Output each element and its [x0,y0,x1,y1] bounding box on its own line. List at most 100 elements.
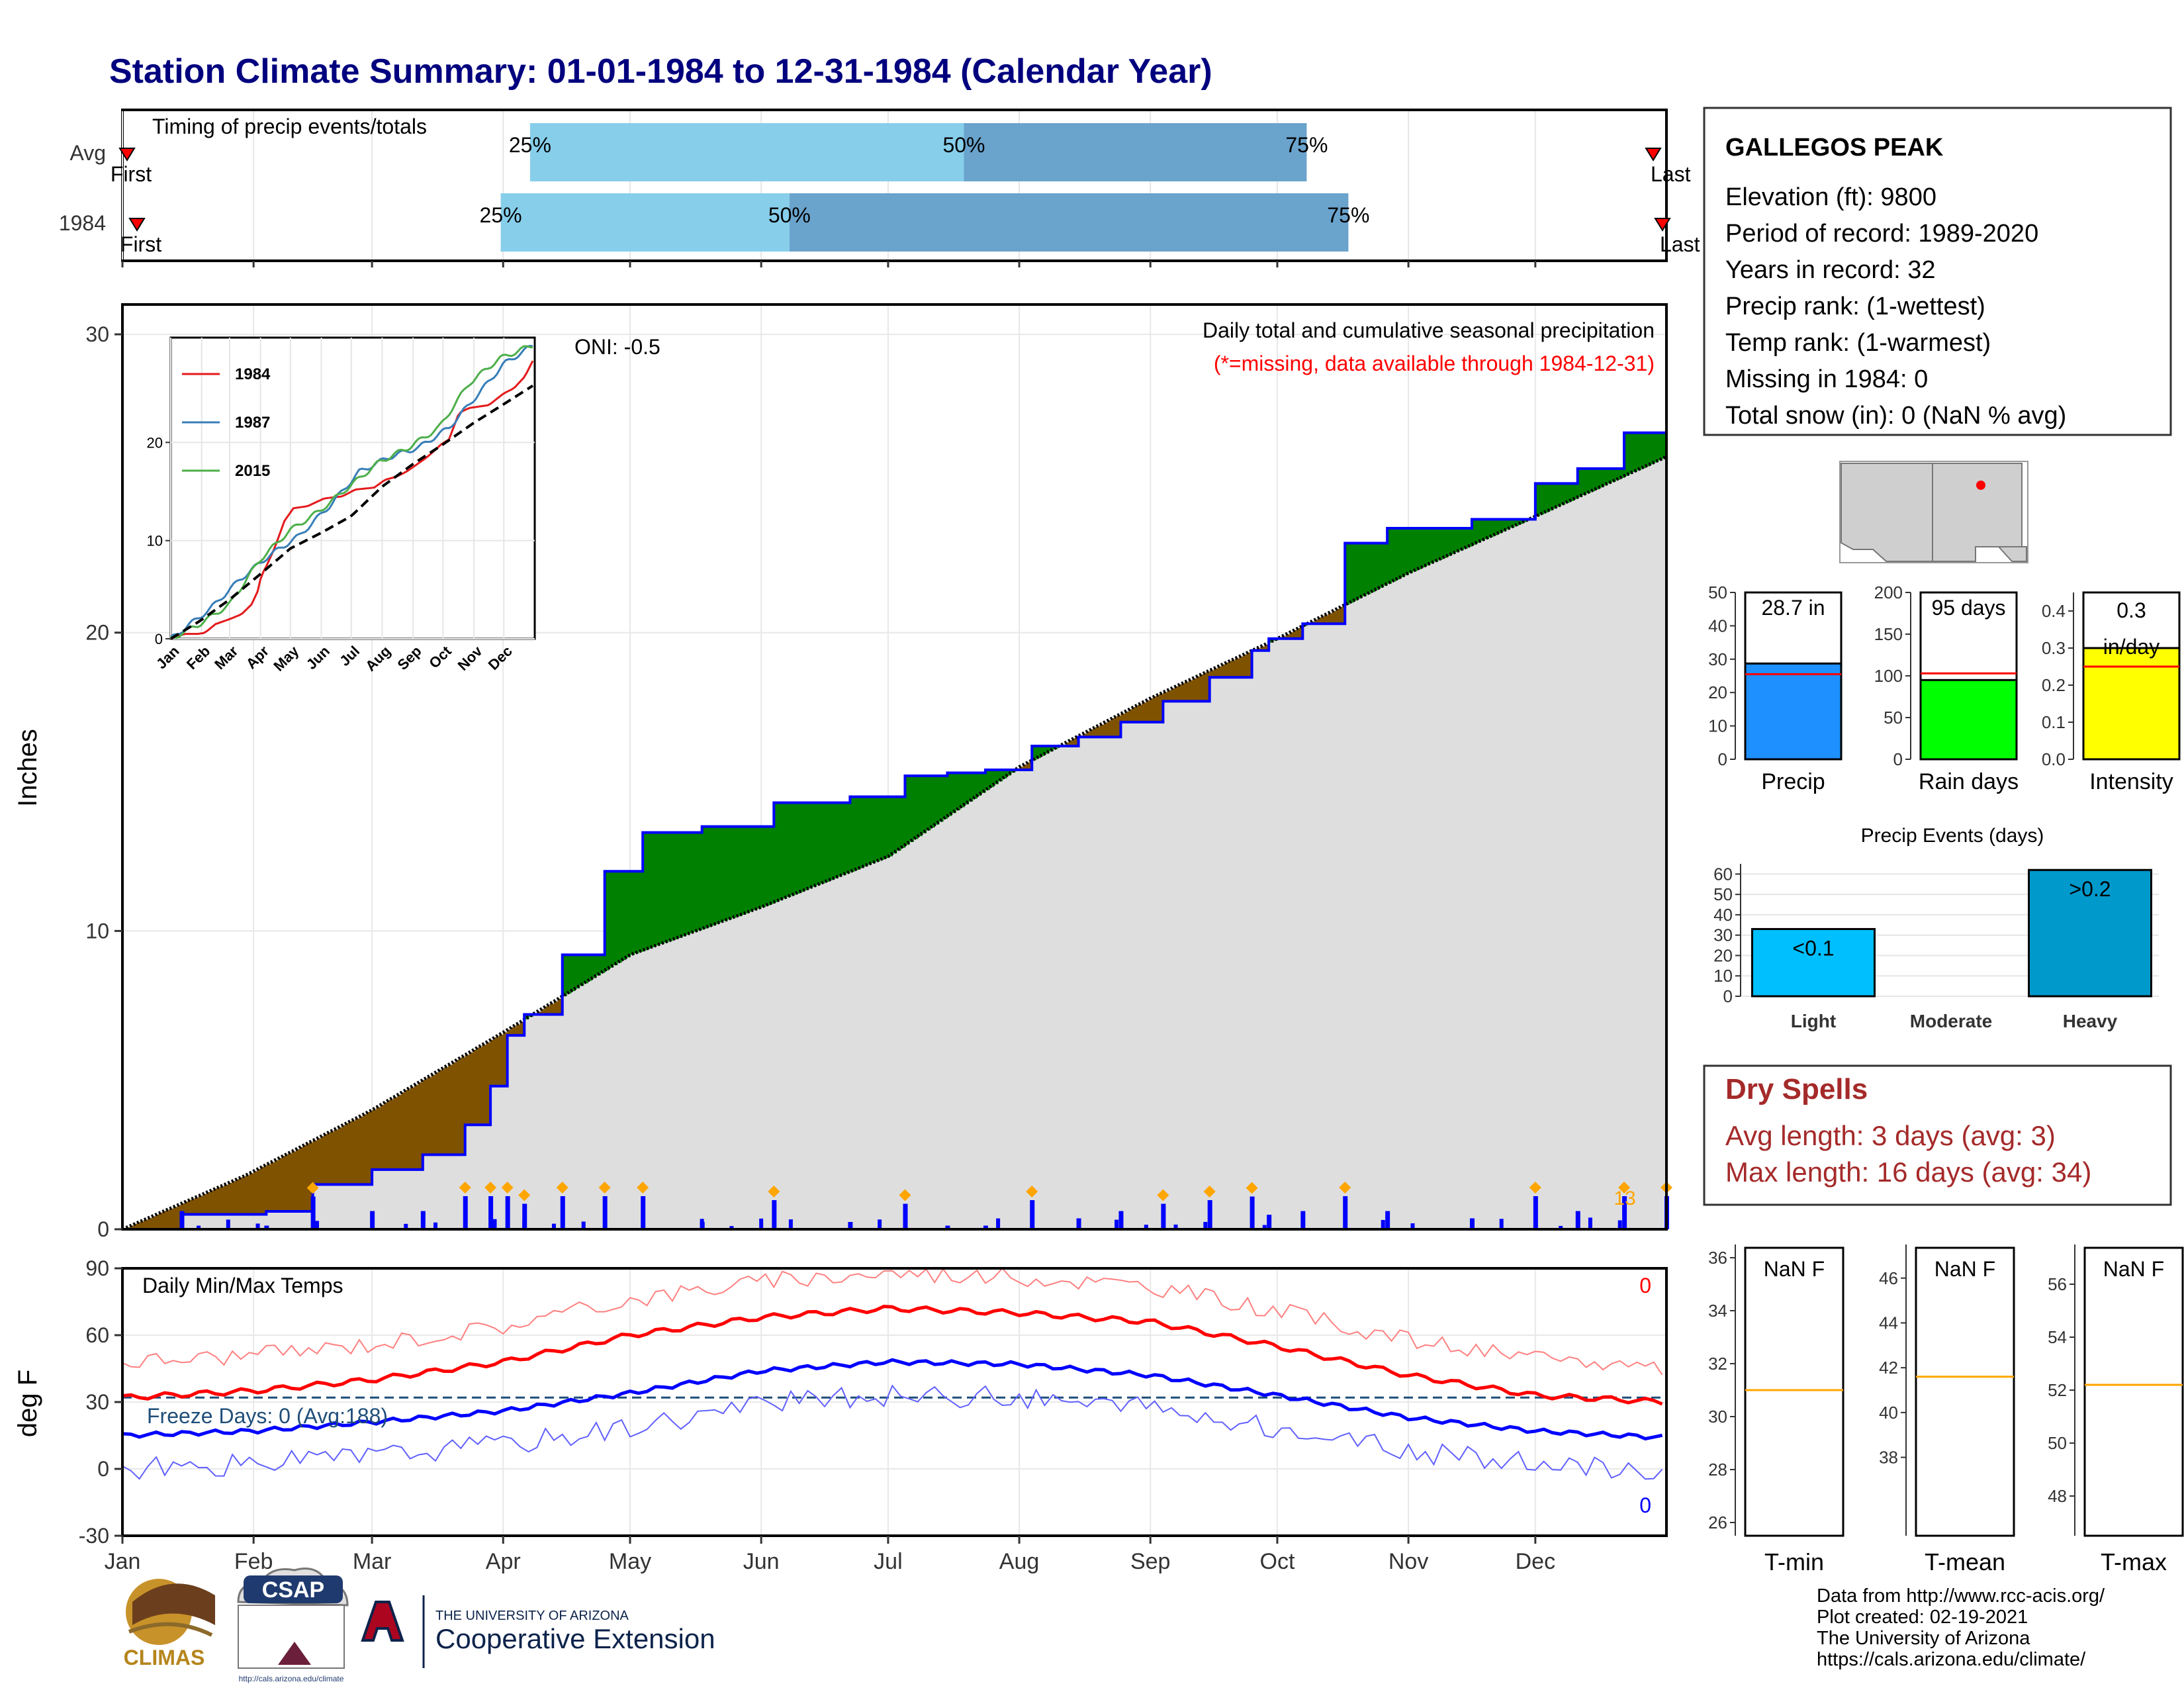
heavy-event-marker [501,1182,514,1194]
dry-anomaly-segment [520,1021,525,1036]
timing-pct-label: 75% [1327,203,1369,227]
dry-anomaly-segment [1082,733,1087,737]
climas-logo: CLIMAS [124,1579,215,1669]
dry-anomaly-segment [393,1097,398,1170]
daily-precip-bar [310,1196,316,1229]
dry-anomaly-segment [427,1077,432,1155]
wet-anomaly-segment [774,802,779,902]
dry-anomaly-segment [169,1209,174,1229]
dry-spells-frame [1703,1064,2172,1206]
wet-anomaly-segment [1433,528,1439,562]
station-name: GALLEGOS PEAK [1725,134,1944,162]
inset-ytick-label: 20 [147,434,163,451]
daily-min-temp-trace [122,1384,1663,1480]
dry-anomaly-segment [401,1092,406,1170]
daily-precip-bar [1262,1225,1267,1229]
dry-anomaly-segment [1222,664,1227,678]
dry-anomaly-segment [270,1162,275,1211]
dry-anomaly-segment [1205,672,1210,702]
wet-anomaly-segment [989,770,995,788]
wet-anomaly-segment [972,773,978,799]
last-event-marker [1654,218,1671,232]
precip-ytick-label: 30 [85,322,109,346]
wet-anomaly-segment [1569,483,1574,501]
dry-anomaly-segment [1175,686,1181,702]
dry-anomaly-segment [342,1125,347,1185]
wet-anomaly-segment [807,802,813,889]
wet-anomaly-segment [685,832,690,935]
daily-precip-bar [315,1221,320,1229]
temp-ylabel: deg F [13,1370,42,1437]
wet-anomaly-segment [1488,519,1494,538]
heavy-event-marker [1339,1182,1351,1194]
wet-anomaly-segment [570,955,576,992]
events-title: Precip Events (days) [1861,825,2044,847]
daily-precip-bar [1575,1211,1580,1229]
events-ytick-label: 20 [1713,945,1733,965]
dry-anomaly-segment [325,1134,330,1185]
dry-anomaly-segment [1319,617,1324,624]
wet-anomaly-segment [617,871,622,963]
month-label: Sep [1130,1549,1171,1574]
dry-anomaly-segment [385,1102,390,1170]
dry-anomaly-segment [431,1074,436,1155]
precip-subtitle: (*=missing, data available through 1984-… [1214,352,1655,375]
daily-precip-bar [226,1219,230,1229]
wet-anomaly-segment [1446,528,1451,556]
locator-map [1839,461,2028,563]
dry-anomaly-segment [486,1042,491,1125]
dry-anomaly-segment [1124,711,1130,722]
daily-precip-bar [1173,1224,1178,1229]
month-label: Dec [1516,1549,1555,1574]
wet-anomaly-segment [1425,528,1430,566]
dry-anomaly-segment [1188,680,1193,702]
wet-anomaly-segment [1366,543,1371,594]
dry-anomaly-segment [406,1090,411,1170]
daily-precip-bar [522,1219,527,1229]
inset-series-2015 [170,345,533,639]
wet-anomaly-segment [1040,745,1046,756]
dry-anomaly-segment [346,1123,351,1185]
dry-anomaly-segment [283,1156,288,1211]
wet-anomaly-segment [1561,483,1566,505]
heavy-event-marker [1203,1186,1216,1197]
dry-anomaly-segment [334,1129,339,1185]
wet-anomaly-segment [609,871,614,968]
daily-precip-bar [404,1223,408,1229]
wet-anomaly-segment [1637,432,1642,471]
summary-bar-intensity [2082,647,2181,761]
summary-bar-label: Intensity [2089,769,2173,794]
dry-anomaly-segment [410,1087,415,1170]
dry-anomaly-segment [490,1039,496,1086]
daily-precip-bar [463,1196,468,1229]
wet-anomaly-segment [811,802,817,887]
footer-line: The University of Arizona [1817,1628,2030,1649]
wet-anomaly-segment [651,832,656,947]
dry-anomaly-segment [300,1147,305,1211]
heavy-event-marker [637,1182,649,1194]
dry-anomaly-segment [367,1112,373,1185]
summary-ytick-label: 0.0 [2042,749,2066,769]
wet-anomaly-segment [896,796,901,851]
wet-anomaly-segment [638,871,643,952]
daily-precip-bar [1343,1196,1348,1229]
dry-anomaly-segment [143,1220,148,1229]
station-location-marker [1976,481,1985,490]
dry-anomaly-segment [1023,765,1028,771]
dry-anomaly-segment [388,1100,394,1170]
daily-precip-bar [581,1221,586,1229]
wet-anomaly-segment [790,802,796,896]
dry-anomaly-segment [211,1190,216,1215]
station-line: Elevation (ft): 9800 [1725,183,1936,211]
wet-anomaly-segment [1467,528,1473,547]
daily-precip-bar [1385,1211,1390,1229]
wet-anomaly-segment [829,802,834,880]
wet-anomaly-segment [1387,528,1392,584]
wet-anomaly-segment [1539,483,1545,515]
daily-precip-bar [1267,1215,1272,1229]
wet-anomaly-segment [621,871,627,961]
wet-anomaly-segment [634,871,639,954]
temp-summary-ytick-label: 30 [1708,1407,1727,1427]
wet-anomaly-segment [710,826,715,926]
